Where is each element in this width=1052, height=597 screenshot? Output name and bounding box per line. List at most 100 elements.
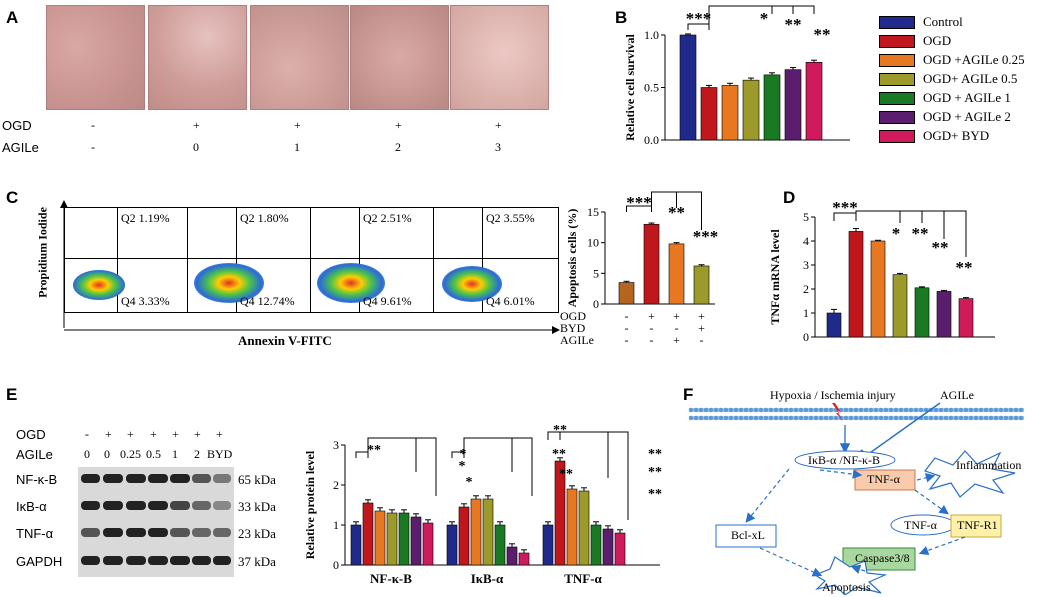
row-value: -	[675, 321, 679, 335]
membrane-lipid	[793, 415, 799, 421]
membrane-lipid	[708, 407, 714, 413]
membrane-lipid	[928, 415, 934, 421]
membrane-lipid	[808, 415, 814, 421]
legend-item-byd: OGD+ BYD	[879, 128, 989, 144]
bar	[374, 510, 386, 566]
cell-membrane	[688, 407, 1024, 421]
blot-agile-label: AGILe	[16, 447, 53, 462]
bar	[494, 524, 506, 566]
blot-row-label-tnf: TNF-α	[16, 526, 54, 541]
membrane-lipid	[828, 407, 834, 413]
membrane-lipid	[903, 407, 909, 413]
bar	[826, 312, 842, 338]
micrograph-4	[350, 5, 449, 110]
membrane-lipid	[723, 415, 729, 421]
membrane-lipid	[698, 415, 704, 421]
membrane-lipid	[873, 415, 879, 421]
band	[170, 528, 190, 537]
membrane-lipid	[863, 415, 869, 421]
membrane-lipid	[768, 415, 774, 421]
ikb-label: IκB-α /NF-κ-B	[808, 453, 881, 467]
legend-item-agile-2: OGD + AGILe 2	[879, 109, 1011, 125]
blot-agile-2: 0.25	[120, 447, 141, 461]
significance-bracket	[367, 437, 437, 496]
membrane-lipid	[743, 407, 749, 413]
membrane-lipid	[783, 415, 789, 421]
bcl-label: Bcl-xL	[731, 528, 765, 542]
y-tick-label: 3	[803, 258, 809, 272]
membrane-lipid	[953, 407, 959, 413]
membrane-lipid	[943, 415, 949, 421]
q2-value: Q2 1.19%	[121, 211, 170, 225]
band	[213, 556, 231, 565]
band	[148, 474, 168, 483]
blot-ogd-3: +	[150, 427, 157, 441]
membrane-lipid	[763, 415, 769, 421]
membrane-lipid	[923, 407, 929, 413]
membrane-lipid	[898, 415, 904, 421]
membrane-lipid	[968, 407, 974, 413]
blot-row-label-gapdh: GAPDH	[16, 554, 63, 569]
membrane-lipid	[1018, 407, 1024, 413]
significance-bracket	[355, 451, 369, 458]
bar	[578, 490, 590, 566]
row-value: -	[625, 309, 629, 323]
bar	[458, 506, 470, 566]
significance-mark: **	[559, 467, 573, 482]
panel-label-a: A	[6, 8, 19, 27]
membrane-lipid	[868, 415, 874, 421]
membrane-lipid	[933, 415, 939, 421]
membrane-lipid	[763, 407, 769, 413]
cell-cloud	[317, 263, 385, 303]
bar	[422, 522, 434, 566]
panel-a-ogd-2: +	[294, 118, 301, 132]
panel-a-agile-2: 1	[294, 140, 300, 154]
band	[126, 556, 146, 565]
membrane-lipid	[783, 407, 789, 413]
blot-ogd-6: +	[216, 427, 223, 441]
bar	[386, 512, 398, 566]
significance-bracket	[651, 191, 702, 230]
membrane-lipid	[713, 415, 719, 421]
category-label: NF-κ-B	[370, 571, 412, 586]
bar	[398, 512, 410, 566]
membrane-lipid	[1003, 415, 1009, 421]
q4-value: Q4 6.01%	[486, 294, 535, 308]
membrane-lipid	[773, 407, 779, 413]
legend-label: OGD + AGILe 2	[923, 109, 1011, 124]
y-tick-label: 1	[333, 518, 339, 532]
membrane-lipid	[768, 407, 774, 413]
membrane-lipid	[848, 415, 854, 421]
membrane-lipid	[893, 407, 899, 413]
row-value: +	[673, 309, 680, 323]
membrane-lipid	[958, 407, 964, 413]
bar	[870, 240, 886, 338]
bar	[566, 488, 578, 566]
significance-mark: **	[553, 423, 567, 438]
bar	[482, 498, 494, 566]
y-tick-label: 15	[587, 205, 599, 219]
band	[192, 501, 211, 510]
significance-mark: **	[367, 443, 381, 458]
membrane-lipid	[833, 415, 839, 421]
flow-plot-3: Q2 2.51% Q4 9.61%	[310, 207, 436, 313]
membrane-lipid	[838, 407, 844, 413]
significance-mark: **	[912, 224, 929, 243]
membrane-lipid	[703, 415, 709, 421]
tnf-label: TNF-α	[867, 472, 900, 486]
y-tick-label: 1	[803, 306, 809, 320]
panel-label-b: B	[615, 8, 628, 27]
membrane-lipid	[1003, 407, 1009, 413]
legend-swatch	[879, 34, 915, 48]
band	[148, 528, 168, 537]
panel-label-c: C	[6, 188, 19, 207]
panel-a-agile-3: 2	[395, 140, 401, 154]
band	[192, 474, 211, 483]
bar	[542, 524, 554, 566]
membrane-lipid	[993, 415, 999, 421]
membrane-lipid	[913, 407, 919, 413]
y-tick-label: 2	[803, 282, 809, 296]
membrane-lipid	[793, 407, 799, 413]
arrow-to-bcl	[745, 468, 790, 523]
